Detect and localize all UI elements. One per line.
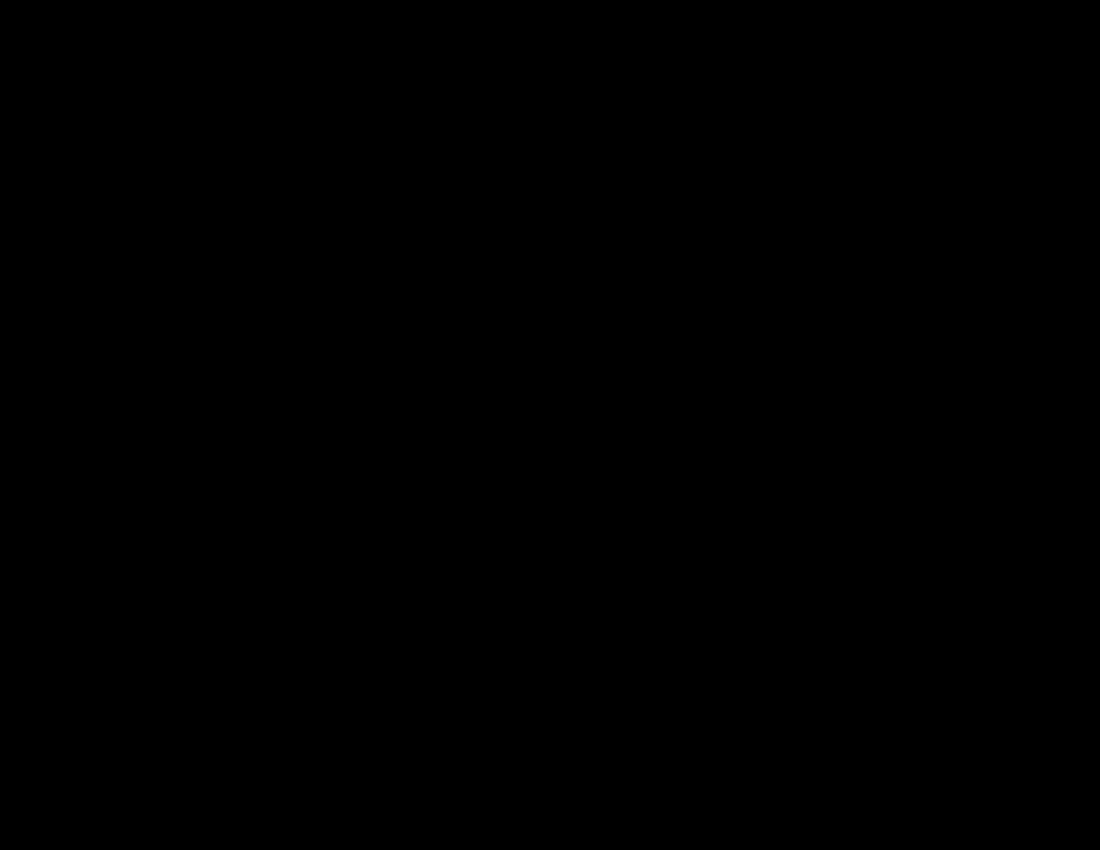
- figure-root: [0, 0, 1100, 850]
- plot-canvas: [0, 0, 1100, 850]
